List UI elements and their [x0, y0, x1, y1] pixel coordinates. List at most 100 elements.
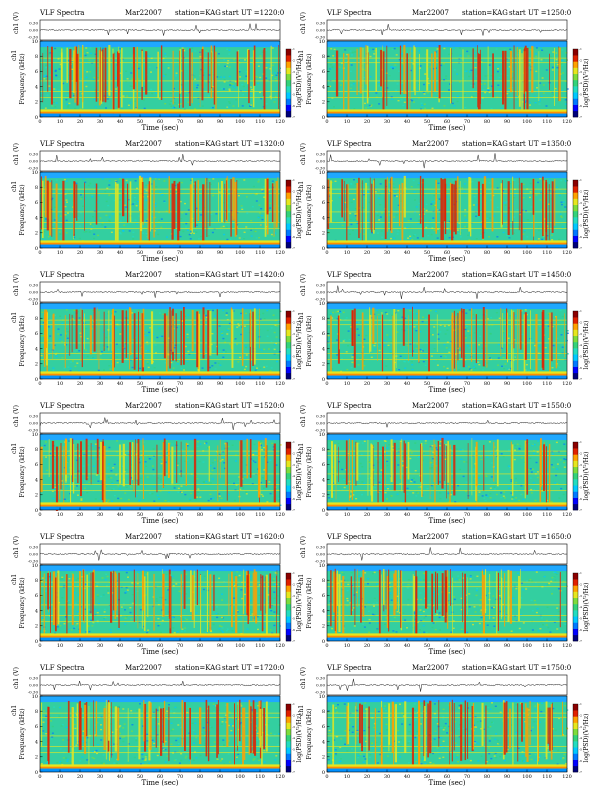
noise-speck	[411, 186, 413, 187]
noise-speck	[190, 456, 192, 457]
noise-speck	[160, 483, 162, 484]
noise-speck	[416, 328, 418, 329]
sferic-streak	[488, 46, 489, 88]
noise-speck	[218, 76, 220, 77]
noise-speck	[380, 472, 382, 473]
sferic-streak	[207, 570, 208, 632]
noise-speck	[221, 599, 223, 600]
sferic-streak	[478, 53, 479, 112]
noise-speck	[200, 349, 202, 350]
transmitter-line	[327, 193, 567, 194]
noise-speck	[431, 462, 433, 463]
noise-speck	[89, 183, 91, 184]
noise-speck	[352, 52, 354, 53]
transmitter-line	[327, 222, 567, 223]
time-tick-label: 110	[542, 512, 552, 518]
noise-speck	[535, 71, 537, 72]
noise-speck	[210, 494, 212, 495]
noise-speck	[497, 71, 499, 72]
colorbar-segment	[573, 348, 578, 354]
noise-speck	[177, 492, 179, 493]
noise-speck	[489, 79, 491, 80]
noise-speck	[221, 88, 223, 89]
sferic-streak	[265, 438, 267, 480]
transmitter-line	[40, 91, 280, 92]
noise-speck	[232, 630, 234, 631]
noise-speck	[348, 330, 350, 331]
noise-speck	[212, 310, 214, 311]
noise-speck	[407, 493, 409, 494]
noise-speck	[498, 357, 500, 358]
noise-speck	[221, 335, 223, 336]
noise-speck	[423, 361, 425, 362]
noise-speck	[198, 89, 200, 90]
sferic-streak	[468, 177, 470, 232]
noise-speck	[409, 326, 411, 327]
sferic-streak	[108, 311, 109, 351]
noise-speck	[518, 500, 520, 501]
time-tick-label: 90	[217, 643, 223, 649]
transmitter-line	[40, 474, 280, 475]
noise-speck	[70, 368, 72, 369]
time-axis-label: Time (sec)	[428, 386, 465, 394]
colorbar-segment	[573, 211, 578, 217]
noise-speck	[91, 196, 93, 197]
sferic-streak	[237, 180, 238, 235]
sferic-streak	[352, 310, 354, 346]
noise-speck	[375, 191, 377, 192]
noise-speck	[110, 358, 112, 359]
noise-speck	[385, 441, 387, 442]
noise-speck	[244, 326, 246, 327]
sferic-streak	[406, 53, 408, 112]
time-axis-label: Time (sec)	[141, 648, 178, 656]
noise-speck	[144, 209, 146, 210]
noise-speck	[219, 191, 221, 192]
noise-speck	[52, 370, 54, 371]
sferic-streak	[84, 183, 85, 231]
noise-speck	[169, 103, 171, 104]
noise-speck	[162, 620, 164, 621]
sferic-streak	[564, 313, 565, 357]
noise-speck	[263, 367, 265, 368]
noise-speck	[431, 485, 433, 486]
ch-tick-label: 0.00	[29, 28, 38, 33]
noise-speck	[130, 612, 132, 613]
noise-speck	[553, 345, 555, 346]
noise-speck	[530, 183, 532, 184]
sferic-streak	[526, 439, 528, 495]
sferic-streak	[237, 51, 239, 86]
time-tick-label: 30	[97, 643, 103, 649]
noise-speck	[82, 206, 84, 207]
noise-speck	[219, 325, 221, 326]
noise-speck	[404, 102, 406, 103]
colorbar-segment	[286, 360, 291, 366]
low-band-orange	[40, 112, 280, 114]
noise-speck	[443, 79, 445, 80]
noise-speck	[536, 87, 538, 88]
noise-speck	[84, 231, 86, 232]
noise-speck	[378, 316, 380, 317]
noise-speck	[419, 331, 421, 332]
noise-speck	[379, 482, 381, 483]
noise-speck	[45, 441, 47, 442]
noise-speck	[401, 99, 403, 100]
sferic-streak	[49, 182, 51, 235]
noise-speck	[112, 467, 114, 468]
sferic-streak	[153, 574, 154, 631]
sferic-streak	[403, 308, 405, 346]
noise-speck	[438, 209, 440, 210]
colorbar-segment	[573, 467, 578, 473]
sferic-streak	[114, 53, 115, 111]
colorbar-segment	[286, 236, 291, 242]
noise-speck	[135, 180, 137, 181]
sferic-streak	[147, 572, 148, 617]
noise-speck	[123, 230, 125, 231]
noise-speck	[466, 481, 468, 482]
noise-speck	[85, 328, 87, 329]
noise-speck	[523, 622, 525, 623]
sferic-streak	[143, 438, 144, 474]
noise-speck	[65, 99, 67, 100]
noise-speck	[258, 181, 260, 182]
noise-speck	[263, 349, 265, 350]
